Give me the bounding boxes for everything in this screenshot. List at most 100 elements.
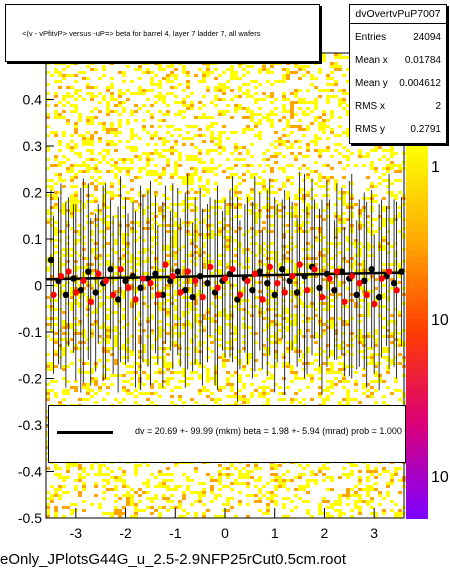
heatmap-cell: [46, 212, 50, 215]
heatmap-cell: [74, 89, 78, 92]
heatmap-cell: [106, 338, 110, 341]
heatmap-cell: [266, 497, 270, 500]
heatmap-cell: [270, 110, 274, 113]
heatmap-cell: [286, 308, 290, 311]
heatmap-cell: [110, 182, 114, 185]
heatmap-cell: [266, 308, 270, 311]
heatmap-cell: [282, 92, 286, 95]
heatmap-cell: [50, 308, 54, 311]
heatmap-cell: [282, 365, 286, 368]
heatmap-cell: [330, 476, 334, 479]
colorbar-cell: [406, 499, 428, 507]
heatmap-cell: [198, 161, 202, 164]
heatmap-cell: [318, 368, 322, 371]
heatmap-cell: [206, 182, 210, 185]
heatmap-cell: [218, 152, 222, 155]
heatmap-cell: [358, 212, 362, 215]
heatmap-cell: [234, 206, 238, 209]
heatmap-cell: [390, 392, 394, 395]
heatmap-cell: [218, 470, 222, 473]
heatmap-cell: [342, 380, 346, 383]
heatmap-cell: [70, 149, 74, 152]
heatmap-cell: [150, 497, 154, 500]
heatmap-cell: [114, 494, 118, 497]
heatmap-cell: [62, 110, 66, 113]
heatmap-cell: [170, 254, 174, 257]
heatmap-cell: [150, 77, 154, 80]
colorbar-cell: [406, 238, 428, 246]
heatmap-cell: [178, 203, 182, 206]
heatmap-cell: [234, 173, 238, 176]
heatmap-cell: [302, 209, 306, 212]
heatmap-cell: [174, 128, 178, 131]
heatmap-cell: [274, 98, 278, 101]
heatmap-cell: [122, 482, 126, 485]
heatmap-cell: [322, 479, 326, 482]
heatmap-cell: [294, 341, 298, 344]
heatmap-cell: [158, 212, 162, 215]
heatmap-cell: [58, 230, 62, 233]
heatmap-cell: [170, 224, 174, 227]
heatmap-cell: [94, 158, 98, 161]
heatmap-cell: [166, 299, 170, 302]
heatmap-cell: [62, 179, 66, 182]
heatmap-cell: [306, 209, 310, 212]
heatmap-cell: [126, 146, 130, 149]
heatmap-cell: [190, 491, 194, 494]
heatmap-cell: [358, 251, 362, 254]
heatmap-cell: [394, 329, 398, 332]
heatmap-cell: [194, 308, 198, 311]
heatmap-cell: [62, 338, 66, 341]
heatmap-cell: [214, 380, 218, 383]
heatmap-cell: [178, 515, 182, 518]
heatmap-cell: [266, 491, 270, 494]
heatmap-cell: [54, 464, 58, 467]
heatmap-cell: [222, 287, 226, 290]
heatmap-cell: [238, 176, 242, 179]
heatmap-cell: [314, 203, 318, 206]
heatmap-cell: [330, 293, 334, 296]
heatmap-cell: [70, 293, 74, 296]
heatmap-cell: [238, 215, 242, 218]
heatmap-cell: [370, 386, 374, 389]
heatmap-cell: [198, 179, 202, 182]
heatmap-cell: [370, 185, 374, 188]
heatmap-cell: [390, 221, 394, 224]
heatmap-cell: [54, 467, 58, 470]
heatmap-cell: [58, 293, 62, 296]
heatmap-cell: [346, 305, 350, 308]
heatmap-cell: [346, 191, 350, 194]
heatmap-cell: [78, 494, 82, 497]
heatmap-cell: [230, 389, 234, 392]
heatmap-cell: [266, 215, 270, 218]
heatmap-cell: [154, 509, 158, 512]
heatmap-cell: [146, 173, 150, 176]
heatmap-cell: [54, 164, 58, 167]
heatmap-cell: [302, 224, 306, 227]
heatmap-cell: [166, 149, 170, 152]
heatmap-cell: [70, 302, 74, 305]
heatmap-cell: [218, 200, 222, 203]
heatmap-cell: [62, 479, 66, 482]
heatmap-cell: [326, 89, 330, 92]
heatmap-cell: [286, 164, 290, 167]
heatmap-cell: [346, 476, 350, 479]
heatmap-cell: [150, 296, 154, 299]
heatmap-cell: [366, 464, 370, 467]
heatmap-cell: [202, 257, 206, 260]
heatmap-cell: [242, 68, 246, 71]
heatmap-cell: [370, 362, 374, 365]
heatmap-cell: [202, 113, 206, 116]
heatmap-cell: [394, 356, 398, 359]
colorbar-cell: [406, 412, 428, 420]
heatmap-cell: [378, 494, 382, 497]
stats-value: 0.2791: [410, 124, 441, 135]
heatmap-cell: [110, 92, 114, 95]
heatmap-cell: [270, 242, 274, 245]
heatmap-cell: [334, 254, 338, 257]
heatmap-cell: [54, 227, 58, 230]
heatmap-cell: [242, 395, 246, 398]
heatmap-cell: [190, 305, 194, 308]
heatmap-cell: [282, 485, 286, 488]
heatmap-cell: [302, 368, 306, 371]
